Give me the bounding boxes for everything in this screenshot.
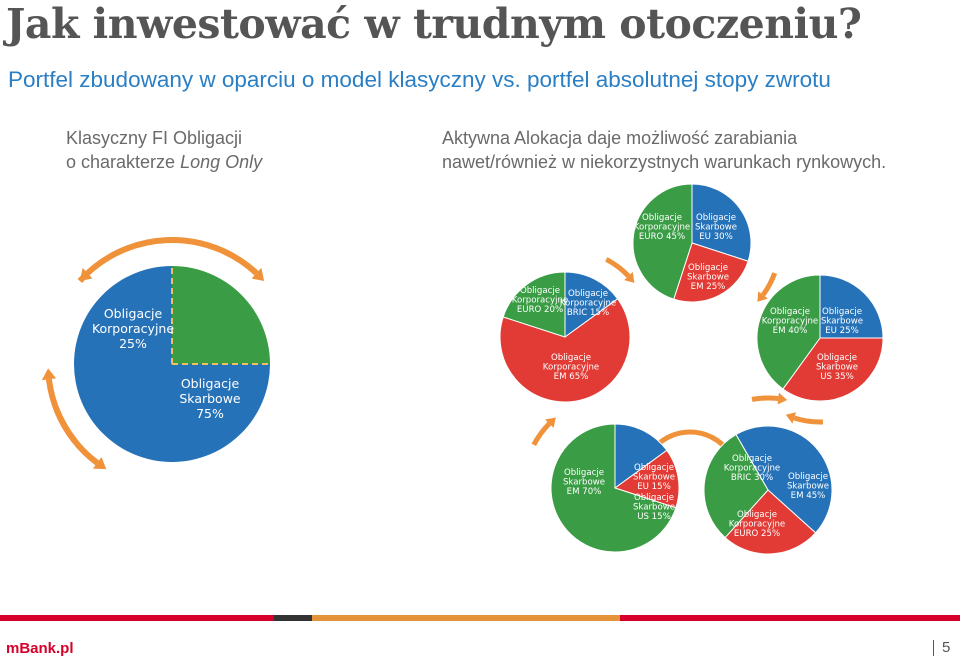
pie-left-slice-2 [502, 271, 566, 338]
pie-left-slice-1 [499, 298, 631, 403]
pie-top-slice-0 [691, 183, 752, 262]
pie-bottom-right-label-2: Obligacje Korporacyjne BRIC 30% [724, 454, 780, 483]
arrow-bottom-right [751, 392, 788, 405]
page-title: Jak inwestować w trudnym otoczeniu? [6, 0, 862, 48]
pie-bottom-right [703, 425, 833, 555]
pie-left-label-1: Obligacje Korporacyjne EM 65% [543, 353, 599, 382]
classic-description-line2: o charakterze Long Only [66, 150, 262, 174]
pie-bottom-right-slice-0 [735, 425, 833, 534]
arrow-right-bottom [785, 412, 824, 425]
pie-bottom-right-slice-2 [703, 433, 769, 539]
pie-right-slice-2 [756, 274, 821, 390]
pie-left-slice-0 [564, 271, 619, 338]
pie-classic-slice-0 [172, 266, 270, 364]
pie-bottom-left-slice-1 [613, 449, 680, 509]
pie-right-label-2: Obligacje Korporacyjne EM 40% [762, 307, 818, 336]
page-number: 5 [933, 640, 950, 656]
pie-bottom-left-slice-0 [614, 423, 668, 489]
pie-right [756, 274, 884, 402]
pie-left [499, 271, 631, 403]
footer-bar-segment-1 [274, 615, 312, 621]
arrow-left-b [41, 368, 77, 443]
active-description-line2: nawet/również w niekorzystnych warunkach… [442, 152, 887, 172]
classic-description-italic: Long Only [180, 152, 263, 172]
brand-logo: mBank.pl [6, 640, 74, 657]
pie-top-slice-2 [632, 183, 693, 300]
pie-classic-label-1: Obligacje Skarbowe 75% [179, 376, 241, 421]
footer-bar-segment-0 [0, 615, 274, 621]
pie-top-label-0: Obligacje Skarbowe EU 30% [695, 213, 737, 242]
pie-left-label-2: Obligacje Korporacyjne EURO 20% [512, 286, 568, 315]
pie-bottom-left-label-0: Obligacje Skarbowe EU 15% [633, 463, 675, 492]
arrow-top-double [77, 237, 265, 284]
cycle-arrows [41, 237, 824, 470]
classic-description: Klasyczny FI Obligacji o charakterze Lon… [66, 126, 262, 174]
active-description: Aktywna Alokacja daje możliwość zarabian… [442, 126, 886, 174]
page-subtitle: Portfel zbudowany w oparciu o model klas… [8, 67, 831, 92]
footer-bar-segment-3 [620, 615, 960, 621]
pie-labels: Obligacje Korporacyjne 25%Obligacje Skarbow… [92, 213, 863, 539]
pie-classic [74, 266, 270, 462]
pie-bottom-right-label-1: Obligacje Korporacyjne EURO 25% [729, 510, 785, 539]
arrow-bottom-left [531, 417, 556, 447]
classic-description-prefix: o charakterze [66, 152, 181, 172]
pie-top [632, 183, 752, 303]
pie-bottom-right-label-0: Obligacje Skarbowe EM 45% [787, 472, 829, 501]
pie-top-label-1: Obligacje Skarbowe EM 25% [687, 263, 729, 292]
arrow-top-right [757, 272, 778, 302]
footer-bar-segment-2 [312, 615, 620, 621]
pie-right-slice-0 [819, 274, 884, 339]
pie-charts [74, 183, 884, 555]
pie-right-label-1: Obligacje Skarbowe US 35% [816, 353, 858, 382]
pie-bottom-left [550, 423, 680, 553]
pie-right-slice-1 [782, 337, 884, 402]
pie-classic-label-0: Obligacje Korporacyjne 25% [92, 306, 174, 351]
pie-left-label-0: Obligacje Korporacyjne BRIC 15% [560, 289, 616, 318]
active-description-line1: Aktywna Alokacja daje możliwość zarabian… [442, 128, 798, 148]
pie-top-label-2: Obligacje Korporacyjne EURO 45% [634, 213, 690, 242]
pie-bottom-left-slice-2 [550, 423, 677, 553]
pie-bottom-left-label-2: Obligacje Skarbowe EM 70% [563, 468, 605, 497]
pie-top-slice-1 [673, 242, 749, 303]
pie-bottom-right-slice-1 [724, 489, 817, 555]
footer-bar [0, 615, 960, 621]
pie-bottom-left-label-1: Obligacje Skarbowe US 15% [633, 493, 675, 522]
classic-description-line1: Klasyczny FI Obligacji [66, 128, 243, 148]
pie-right-label-0: Obligacje Skarbowe EU 25% [821, 307, 863, 336]
arrow-left-top [605, 257, 635, 283]
